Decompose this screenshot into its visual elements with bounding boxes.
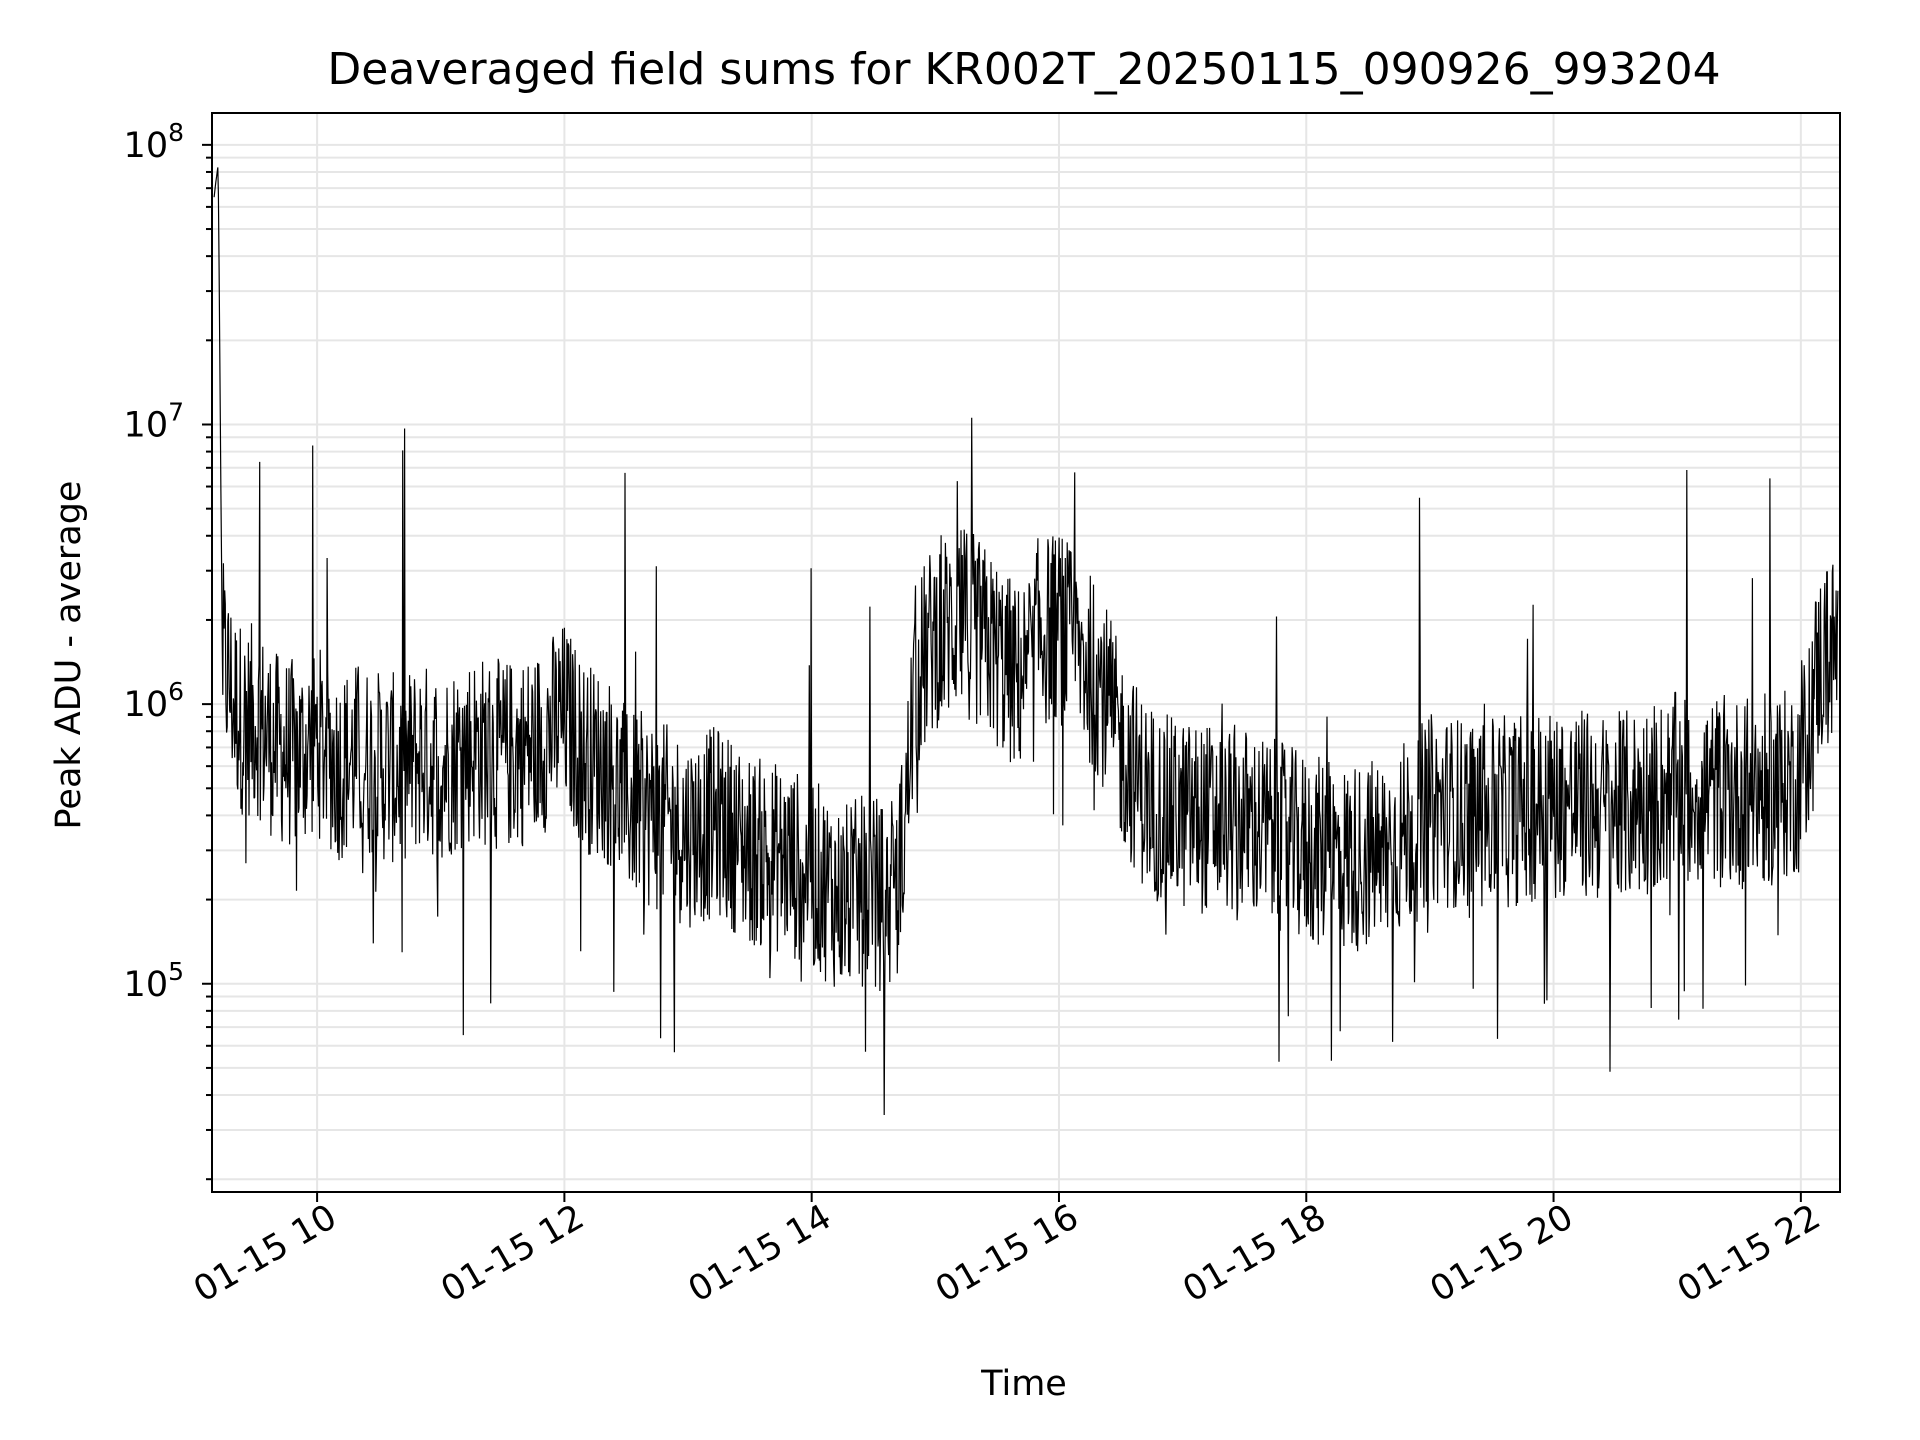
series-line	[213, 167, 1839, 1116]
data-series	[213, 167, 1839, 1116]
y-axis-label: Peak ADU - average	[49, 481, 89, 830]
y-tick-label: 106	[124, 677, 184, 725]
y-tick-label: 105	[124, 957, 184, 1005]
y-tick-label: 108	[124, 118, 184, 166]
plot-frame	[211, 112, 1841, 1193]
chart-title: Deaveraged field sums for KR002T_2025011…	[327, 44, 1720, 95]
x-axis-label: Time	[980, 1364, 1067, 1404]
y-tick-label: 107	[124, 397, 184, 445]
